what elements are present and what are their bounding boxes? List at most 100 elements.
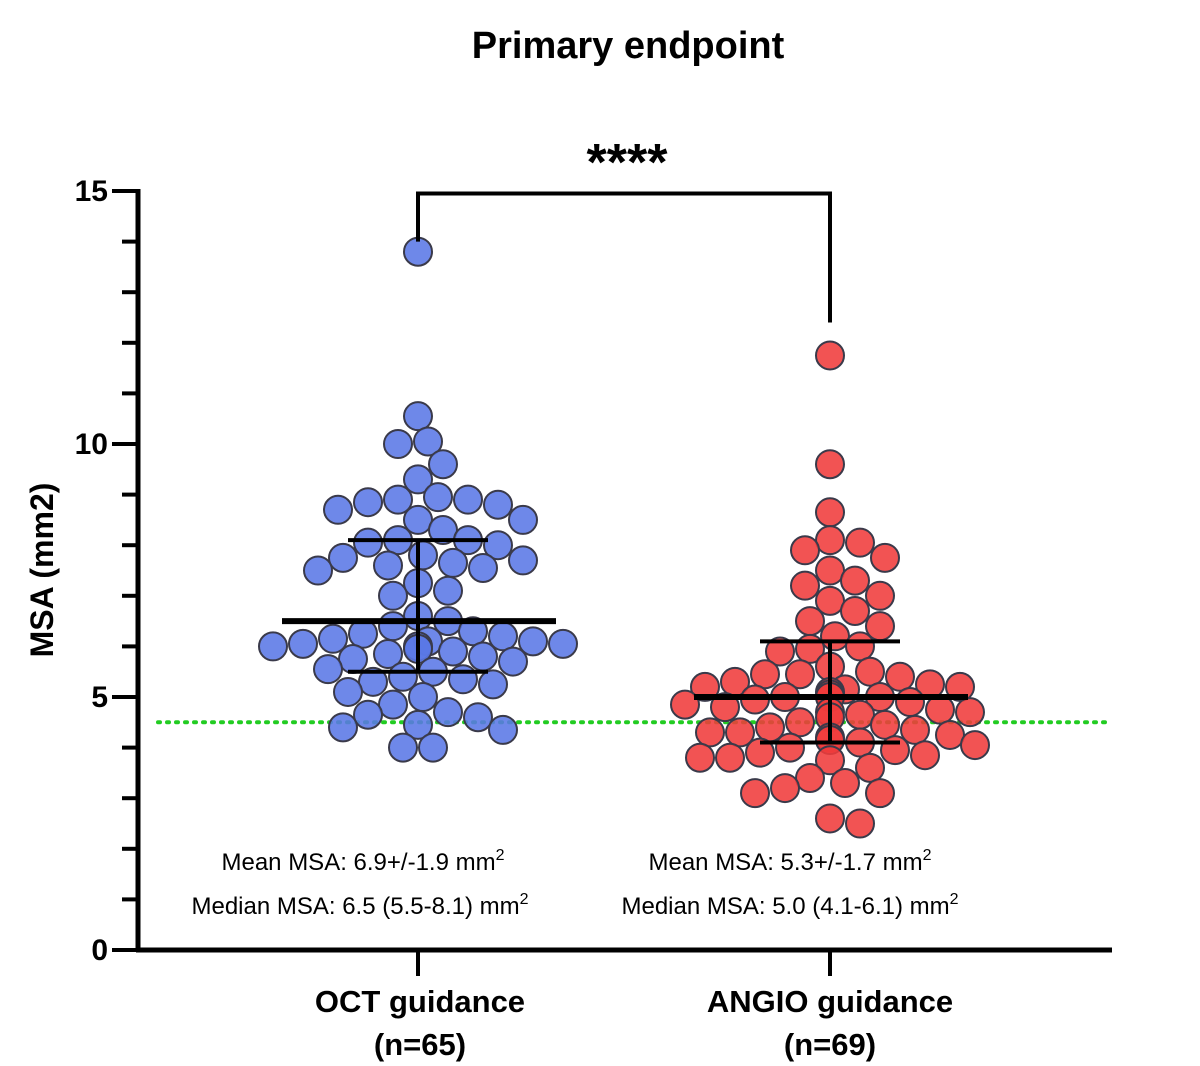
angio-point	[740, 778, 770, 809]
angio-point	[715, 742, 745, 773]
oct-point	[353, 527, 383, 558]
angio-point	[830, 768, 860, 799]
y-tick-label: 15	[75, 175, 108, 208]
angio-point	[695, 717, 725, 748]
angio-point	[795, 606, 825, 637]
x-category-label-oct: OCT guidance	[315, 984, 525, 1019]
oct-point	[478, 669, 508, 700]
oct-point	[403, 236, 433, 267]
oct-point	[303, 555, 333, 586]
oct-point	[498, 646, 528, 677]
oct-point	[383, 429, 413, 459]
angio-mean-unit-exponent: 2	[923, 847, 932, 864]
oct-point	[353, 699, 383, 730]
oct-point	[378, 689, 408, 720]
angio-point	[885, 661, 915, 692]
oct-point	[388, 732, 418, 763]
oct-point	[328, 542, 358, 573]
oct-point	[408, 682, 438, 712]
angio-point	[710, 692, 740, 723]
oct-point	[488, 714, 518, 745]
angio-point	[785, 659, 815, 690]
chart-title: Primary endpoint	[472, 25, 785, 67]
angio-point	[745, 737, 775, 768]
oct-mean-annotation: Mean MSA: 6.9+/-1.9 mm2	[221, 847, 504, 876]
angio-point	[815, 340, 845, 371]
oct-point	[403, 464, 433, 495]
x-category-n-oct: (n=65)	[374, 1027, 466, 1062]
oct-point	[403, 709, 433, 740]
oct-point	[378, 580, 408, 611]
angio-point	[855, 656, 885, 687]
oct-point	[423, 482, 453, 513]
oct-point	[383, 484, 413, 515]
oct-point	[433, 575, 463, 606]
x-category-label-angio: ANGIO guidance	[707, 984, 953, 1019]
angio-point	[840, 595, 870, 626]
angio-point	[900, 714, 930, 745]
angio-point	[670, 689, 700, 720]
oct-point	[353, 487, 383, 518]
angio-point	[815, 497, 845, 528]
angio-point	[870, 709, 900, 740]
oct-point	[403, 401, 433, 432]
angio-point	[935, 719, 965, 750]
angio-point	[725, 717, 755, 748]
oct-point	[323, 494, 353, 525]
angio-point	[845, 808, 875, 839]
oct-point	[373, 638, 403, 669]
oct-point	[448, 664, 478, 695]
oct-point	[468, 641, 498, 672]
oct-point	[373, 550, 403, 581]
y-axis-title: MSA (mm2)	[24, 483, 60, 658]
angio-point	[770, 773, 800, 804]
oct-point	[483, 530, 513, 561]
oct-point	[288, 628, 318, 659]
oct-point	[378, 611, 408, 642]
y-tick-label: 0	[91, 934, 108, 967]
angio-point	[815, 745, 845, 776]
oct-median-annotation: Median MSA: 6.5 (5.5-8.1) mm2	[191, 891, 528, 920]
significance-stars: ****	[587, 134, 669, 192]
significance-bracket	[416, 191, 832, 323]
angio-point	[845, 699, 875, 730]
oct-point	[468, 552, 498, 583]
angio-point	[855, 752, 885, 783]
oct-point	[333, 676, 363, 707]
angio-median-unit-exponent: 2	[950, 891, 959, 908]
angio-median-annotation: Median MSA: 5.0 (4.1-6.1) mm2	[621, 891, 958, 920]
angio-point	[765, 636, 795, 667]
oct-point	[463, 702, 493, 733]
angio-point	[945, 671, 975, 702]
oct-point	[438, 547, 468, 578]
oct-point	[428, 449, 458, 480]
oct-point	[508, 545, 538, 576]
angio-point	[880, 735, 910, 766]
angio-point	[775, 732, 805, 763]
angio-point	[750, 659, 780, 690]
oct-point	[338, 644, 368, 675]
oct-point	[458, 616, 488, 647]
angio-point	[795, 762, 825, 793]
oct-point	[413, 426, 443, 457]
y-tick-label: 10	[75, 428, 108, 461]
oct-point	[483, 489, 513, 520]
angio-point	[815, 449, 845, 480]
axes: 0 5 10 15	[75, 175, 1112, 976]
significance-bracket-line	[416, 191, 832, 323]
angio-point	[840, 565, 870, 596]
angio-point	[790, 535, 820, 566]
angio-point	[910, 740, 940, 771]
data-points-layer	[258, 236, 990, 839]
angio-point	[820, 621, 850, 652]
angio-point	[955, 697, 985, 728]
oct-point	[418, 732, 448, 763]
oct-point	[548, 628, 578, 659]
oct-median-unit-exponent: 2	[520, 891, 529, 908]
oct-point	[438, 636, 468, 667]
oct-point	[258, 631, 288, 662]
angio-point	[870, 542, 900, 573]
oct-point	[453, 484, 483, 515]
angio-point	[845, 527, 875, 558]
